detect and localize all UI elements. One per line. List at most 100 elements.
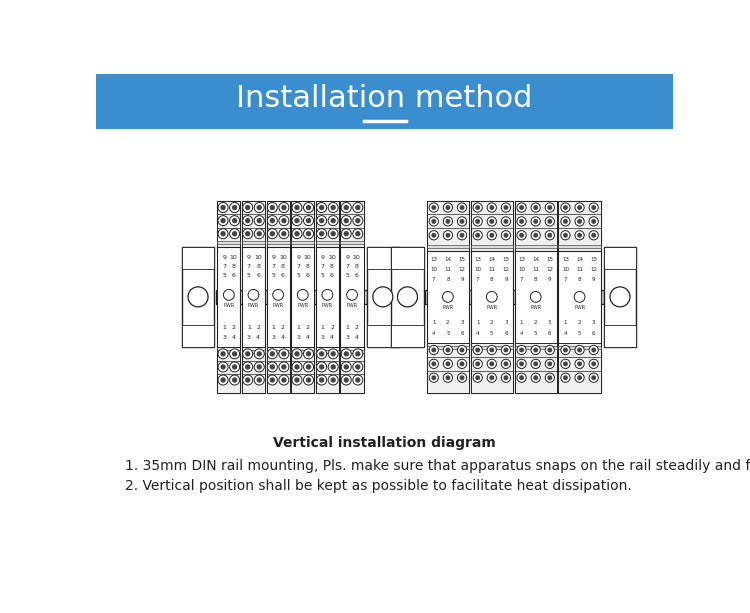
Text: 12: 12 — [503, 267, 509, 272]
Circle shape — [429, 373, 439, 383]
Circle shape — [220, 218, 226, 223]
Circle shape — [355, 378, 361, 383]
Circle shape — [352, 229, 363, 238]
Text: 4: 4 — [520, 331, 524, 336]
Circle shape — [254, 349, 264, 359]
Text: 9: 9 — [346, 254, 350, 259]
Text: 1: 1 — [272, 326, 275, 330]
Circle shape — [519, 233, 524, 238]
Bar — [470, 245, 513, 248]
Circle shape — [443, 230, 452, 240]
Text: 1: 1 — [346, 326, 350, 330]
Bar — [316, 200, 339, 247]
Circle shape — [267, 216, 278, 226]
Circle shape — [267, 202, 278, 213]
Bar — [182, 325, 214, 347]
Circle shape — [355, 231, 361, 237]
Circle shape — [443, 373, 452, 383]
Bar — [559, 200, 601, 393]
Circle shape — [281, 378, 286, 383]
Circle shape — [220, 205, 226, 210]
Bar — [427, 346, 469, 349]
Text: 10: 10 — [230, 254, 237, 259]
Bar — [217, 200, 241, 393]
Circle shape — [297, 289, 308, 300]
Circle shape — [316, 375, 327, 385]
Bar — [316, 347, 339, 393]
Circle shape — [243, 229, 253, 238]
Circle shape — [230, 202, 239, 213]
Circle shape — [232, 218, 237, 223]
Circle shape — [352, 362, 363, 372]
Bar — [340, 347, 364, 393]
Circle shape — [561, 217, 570, 226]
Circle shape — [304, 202, 313, 213]
Text: 4: 4 — [355, 335, 358, 340]
Circle shape — [245, 218, 250, 223]
Circle shape — [281, 351, 286, 357]
Text: 6: 6 — [305, 273, 309, 278]
Circle shape — [591, 362, 596, 367]
Circle shape — [443, 345, 452, 354]
Circle shape — [328, 229, 338, 238]
Text: 8: 8 — [330, 264, 334, 268]
Bar — [266, 200, 290, 247]
Text: 6: 6 — [548, 331, 551, 336]
Text: PWR: PWR — [272, 303, 284, 308]
Bar — [217, 200, 241, 247]
Circle shape — [561, 203, 570, 212]
Circle shape — [563, 205, 568, 210]
Circle shape — [218, 202, 228, 213]
Circle shape — [489, 362, 494, 367]
Circle shape — [316, 349, 327, 359]
Circle shape — [304, 375, 313, 385]
Circle shape — [545, 217, 554, 226]
Text: 10: 10 — [304, 254, 311, 259]
Circle shape — [591, 375, 596, 380]
Text: 3: 3 — [247, 335, 250, 340]
Text: 6: 6 — [330, 273, 334, 278]
Circle shape — [548, 219, 552, 224]
Bar — [392, 325, 424, 347]
Circle shape — [322, 289, 333, 300]
Circle shape — [220, 231, 226, 237]
Circle shape — [230, 216, 239, 226]
Circle shape — [561, 359, 570, 368]
Text: 6: 6 — [256, 273, 260, 278]
Circle shape — [577, 362, 582, 367]
Bar — [266, 347, 290, 393]
Text: 13: 13 — [562, 257, 569, 262]
Text: 14: 14 — [445, 257, 452, 262]
Circle shape — [245, 231, 250, 237]
Text: 4: 4 — [330, 335, 334, 340]
Bar — [559, 200, 601, 251]
Text: Vertical installation diagram: Vertical installation diagram — [273, 436, 496, 450]
Bar — [291, 350, 314, 353]
Circle shape — [243, 216, 253, 226]
Circle shape — [473, 345, 482, 354]
Text: 6: 6 — [460, 331, 464, 336]
Circle shape — [224, 289, 234, 300]
Circle shape — [563, 348, 568, 352]
Circle shape — [431, 233, 436, 238]
Circle shape — [232, 378, 237, 383]
Circle shape — [531, 203, 540, 212]
Bar — [316, 350, 339, 353]
Circle shape — [306, 205, 311, 210]
Text: 10: 10 — [352, 254, 361, 259]
Circle shape — [292, 216, 302, 226]
Circle shape — [519, 205, 524, 210]
Circle shape — [533, 375, 538, 380]
Text: 8: 8 — [305, 264, 309, 268]
Circle shape — [591, 348, 596, 352]
Text: 3: 3 — [272, 335, 275, 340]
Circle shape — [561, 345, 570, 354]
Circle shape — [517, 217, 526, 226]
Circle shape — [533, 362, 538, 367]
Circle shape — [488, 203, 496, 212]
Text: 7: 7 — [476, 277, 479, 282]
Circle shape — [254, 216, 264, 226]
Circle shape — [306, 378, 311, 383]
Circle shape — [589, 345, 598, 354]
Text: 9: 9 — [321, 254, 325, 259]
